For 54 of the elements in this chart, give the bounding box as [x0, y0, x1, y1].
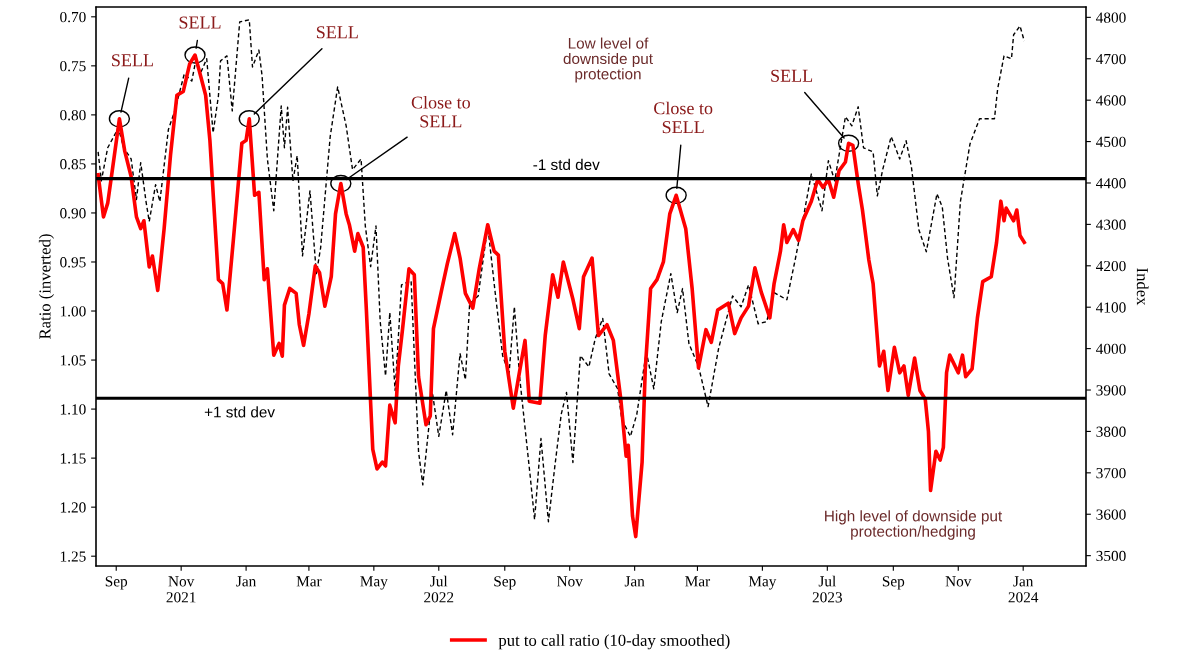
- y-tick-label: 0.70: [60, 11, 86, 23]
- y2-tick-label: 3900: [1096, 385, 1126, 396]
- y-tick-label: 1.10: [60, 404, 86, 415]
- y2-tick-label: 3700: [1096, 467, 1126, 479]
- ref-line-label: +1 std dev: [204, 406, 275, 418]
- annotation: SELL: [179, 16, 221, 29]
- y2-tick-label: 3500: [1096, 550, 1126, 562]
- y-tick-label: 0.85: [60, 159, 86, 170]
- x-tick-label: Nov 2021: [166, 576, 196, 603]
- y2-tick-label: 3800: [1096, 426, 1126, 437]
- x-tick-label: Nov: [556, 576, 583, 587]
- y-tick-label: 1.15: [60, 453, 86, 464]
- x-tick-label: May: [360, 576, 388, 590]
- annotation: Low level of downside put protection: [563, 37, 653, 83]
- x-tick-label: Mar: [296, 576, 322, 587]
- annotation: SELL: [771, 69, 813, 82]
- x-tick-label: Jul 2023: [812, 575, 842, 603]
- x-tick-label: Sep: [882, 576, 905, 590]
- x-tick-label: Jan: [624, 576, 645, 587]
- x-tick-label: Mar: [685, 576, 711, 587]
- y2-tick-label: 3600: [1096, 509, 1126, 520]
- y-tick-label: 1.20: [60, 502, 86, 513]
- x-tick-label: Sep: [494, 576, 516, 590]
- x-tick-label: Jul 2022: [424, 575, 454, 603]
- y2-tick-label: 4000: [1096, 343, 1126, 355]
- y-tick-label: 1.25: [60, 551, 86, 562]
- y2-tick-label: 4700: [1096, 53, 1126, 65]
- y2-tick-label: 4600: [1096, 95, 1126, 106]
- y2-tick-label: 4400: [1096, 178, 1126, 189]
- annotation: SELL: [112, 54, 153, 67]
- y-axis-title: Ratio (inverted): [38, 234, 54, 340]
- x-tick-label: Sep: [105, 576, 128, 590]
- y-tick-label: 0.75: [60, 60, 86, 72]
- x-tick-label: Jan: [236, 576, 257, 587]
- annotation: Close to SELL: [411, 95, 470, 128]
- y2-tick-label: 4500: [1096, 136, 1126, 148]
- y-tick-label: 1.00: [60, 306, 86, 317]
- y2-tick-label: 4100: [1096, 302, 1126, 313]
- y-tick-label: 0.95: [60, 257, 86, 268]
- legend-label: put to call ratio (10-day smoothed): [498, 634, 730, 650]
- y-tick-label: 0.80: [60, 110, 86, 121]
- x-tick-label: Nov: [945, 576, 972, 587]
- y2-tick-label: 4300: [1096, 219, 1126, 230]
- annotation: High level of downside put protection/hedging: [825, 510, 1003, 540]
- y-tick-label: 0.90: [60, 208, 86, 219]
- y2-axis-title: Index: [1136, 268, 1149, 306]
- x-tick-label: Jan 2024: [1008, 576, 1039, 603]
- annotation: Close to SELL: [654, 101, 713, 134]
- y-tick-label: 1.05: [60, 355, 86, 366]
- annotation: SELL: [316, 26, 358, 39]
- x-tick-label: May: [748, 576, 777, 590]
- y2-tick-label: 4200: [1096, 260, 1126, 272]
- y2-tick-label: 4800: [1096, 12, 1126, 23]
- ref-line-label: -1 std dev: [533, 158, 600, 171]
